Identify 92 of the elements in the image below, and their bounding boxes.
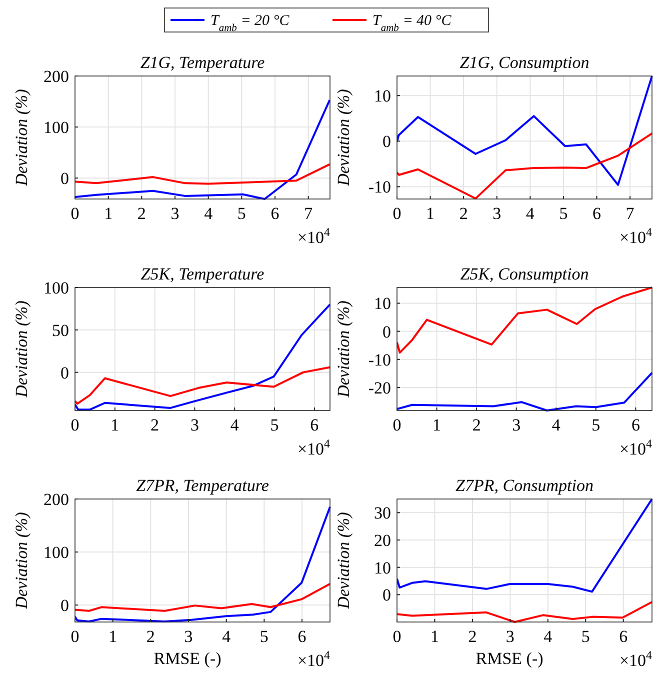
x-tick-label: 2 (150, 416, 160, 434)
y-tick-label: 0 (382, 132, 391, 152)
y-tick-label: 10 (374, 294, 391, 314)
y-tick-label: 0 (60, 169, 69, 188)
x-tick-label: 6 (619, 627, 628, 646)
line-series (75, 163, 331, 185)
x-axis-title: RMSE (-) (476, 649, 544, 668)
x-tick-label: 6 (298, 627, 306, 646)
x-tick-label: 4 (230, 416, 240, 434)
legend-label: T$_{amb}$ = 20 °C (210, 13, 290, 34)
y-axis-title: Deviation (%) (334, 512, 353, 610)
y-axis-title: Deviation (%) (12, 512, 31, 610)
text: ×10$^{4}$ (619, 648, 652, 670)
x-tick-label: 2 (146, 627, 155, 646)
text: ×10$^{4}$ (297, 225, 330, 247)
line-series (75, 582, 331, 612)
x-tick-label: 3 (170, 204, 180, 223)
y-tick-label: -10 (368, 178, 391, 197)
x-tick-label: 5 (592, 416, 600, 434)
line-series (75, 506, 331, 622)
x-tick-label: 4 (222, 627, 232, 646)
chart-title: Z7PR, Temperature (136, 476, 270, 495)
y-axis-title: Deviation (%) (334, 88, 353, 187)
y-axis-title: Deviation (%) (12, 300, 31, 398)
x-tick-label: 2 (468, 627, 477, 646)
x-tick-label: 7 (304, 204, 314, 223)
y-tick-label: 10 (374, 86, 391, 106)
line-series (397, 372, 653, 412)
x-tick-label: 3 (512, 416, 521, 434)
line-series (397, 75, 653, 186)
line-series (397, 286, 653, 354)
x-tick-label: 5 (260, 627, 268, 646)
line-series (75, 366, 331, 405)
y-tick-label: 30 (374, 504, 391, 523)
chart-title: Z1G, Consumption (460, 53, 590, 72)
x-tick-label: 3 (492, 204, 502, 223)
legend-label: T$_{amb}$ = 40 °C (372, 13, 452, 34)
line-series (397, 498, 653, 593)
y-tick-label: 200 (44, 490, 69, 509)
x-tick-label: 6 (631, 416, 640, 434)
x-tick-label: 1 (110, 416, 120, 434)
x-tick-label: 6 (310, 416, 319, 434)
y-axis-title: Deviation (%) (12, 88, 31, 187)
y-tick-label: 10 (374, 558, 391, 578)
line-series (75, 303, 331, 411)
text: ×10$^{4}$ (619, 436, 652, 458)
y-tick-label: 0 (60, 363, 69, 382)
x-tick-label: 6 (270, 204, 280, 223)
x-tick-label: 3 (190, 416, 199, 434)
x-tick-label: 1 (426, 204, 435, 223)
line-series (397, 601, 653, 623)
x-tick-label: 1 (108, 627, 118, 646)
chart-title: Z5K, Consumption (460, 264, 589, 284)
y-tick-label: -20 (368, 378, 391, 398)
y-tick-label: 0 (382, 322, 391, 342)
x-tick-label: 4 (204, 204, 214, 223)
y-tick-label: -10 (368, 350, 391, 370)
line-series (397, 132, 653, 200)
y-tick-label: 20 (374, 531, 391, 550)
x-tick-label: 4 (544, 627, 553, 646)
x-tick-label: 2 (459, 204, 468, 223)
x-tick-label: 3 (184, 627, 193, 646)
y-axis-title: Deviation (%) (334, 300, 353, 398)
x-tick-label: 1 (432, 416, 442, 434)
x-tick-label: 6 (592, 204, 601, 223)
y-tick-label: 100 (44, 543, 69, 562)
chart-title: Z7PR, Consumption (456, 476, 594, 495)
y-tick-label: 100 (44, 118, 69, 138)
line-series (75, 98, 331, 200)
text: ×10$^{4}$ (297, 648, 330, 670)
x-tick-label: 5 (559, 204, 568, 223)
chart-title: Z1G, Temperature (140, 53, 266, 72)
x-tick-label: 1 (104, 204, 113, 223)
x-tick-label: 5 (270, 416, 279, 434)
x-tick-label: 1 (430, 627, 439, 646)
x-tick-label: 2 (137, 204, 146, 223)
x-tick-label: 4 (552, 416, 561, 434)
y-tick-label: 0 (60, 596, 69, 616)
x-tick-label: 4 (526, 204, 535, 223)
x-axis-title: RMSE (-) (154, 649, 222, 668)
text: ×10$^{4}$ (297, 436, 330, 458)
y-tick-label: 50 (52, 320, 69, 340)
y-tick-label: 0 (382, 586, 391, 605)
chart-title: Z5K, Temperature (140, 264, 265, 284)
x-tick-label: 3 (506, 627, 514, 646)
text: ×10$^{4}$ (619, 225, 652, 247)
x-tick-label: 5 (581, 627, 590, 646)
y-tick-label: 100 (44, 278, 69, 298)
x-tick-label: 5 (237, 204, 246, 223)
x-tick-label: 7 (626, 204, 635, 223)
y-tick-label: 200 (44, 67, 69, 86)
x-tick-label: 2 (472, 416, 481, 434)
